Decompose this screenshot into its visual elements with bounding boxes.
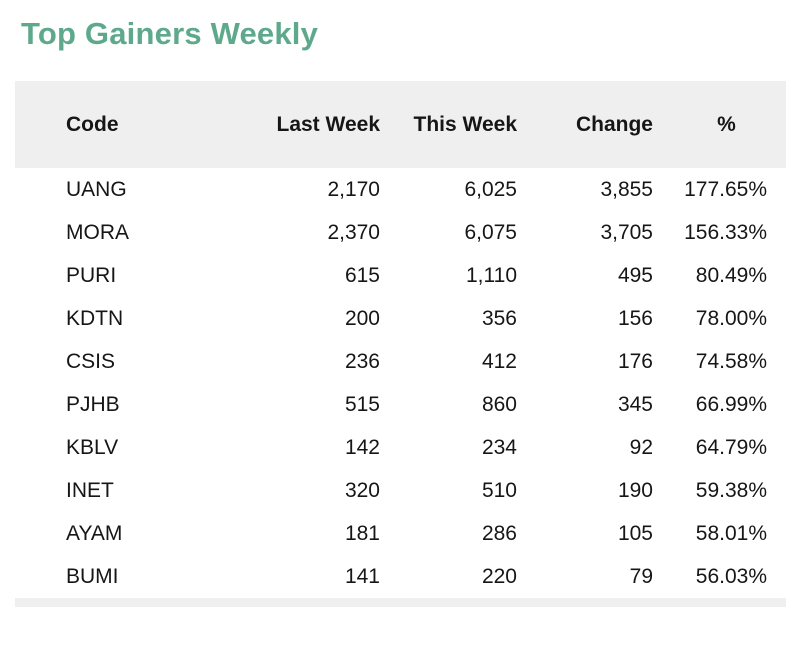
cell-this-week: 6,075 (464, 220, 517, 244)
cell-last-week: 142 (344, 435, 380, 459)
cell-percent: 56.03% (695, 564, 767, 588)
column-header-code: Code (66, 112, 119, 136)
cell-this-week: 356 (481, 306, 517, 330)
table-row: UANG 2,170 6,025 3,855 177.65% (15, 168, 786, 211)
cell-last-week: 2,170 (327, 177, 380, 201)
cell-last-week: 181 (344, 521, 380, 545)
cell-this-week: 510 (481, 478, 517, 502)
cell-change: 3,855 (600, 177, 653, 201)
table-row: AYAM 181 286 105 58.01% (15, 512, 786, 555)
table-row: MORA 2,370 6,075 3,705 156.33% (15, 211, 786, 254)
column-header-last-week: Last Week (276, 112, 381, 136)
cell-change: 105 (617, 521, 653, 545)
cell-this-week: 234 (481, 435, 517, 459)
cell-percent: 64.79% (695, 435, 767, 459)
table-row: CSIS 236 412 176 74.58% (15, 340, 786, 383)
cell-code: INET (66, 478, 114, 502)
page-title: Top Gainers Weekly (21, 16, 319, 51)
cell-percent: 177.65% (684, 177, 767, 201)
table-footer-strip (15, 598, 786, 607)
cell-code: KDTN (66, 306, 124, 330)
cell-change: 92 (629, 435, 653, 459)
cell-last-week: 141 (344, 564, 380, 588)
cell-percent: 66.99% (695, 392, 767, 416)
cell-this-week: 220 (481, 564, 517, 588)
cell-percent: 78.00% (695, 306, 767, 330)
page: Top Gainers Weekly Code Last Week This W… (0, 16, 800, 652)
table-row: KDTN 200 356 156 78.00% (15, 297, 786, 340)
column-header-percent: % (717, 112, 736, 136)
cell-change: 79 (629, 564, 653, 588)
table-row: PURI 615 1,110 495 80.49% (15, 254, 786, 297)
cell-code: CSIS (66, 349, 116, 373)
cell-code: MORA (66, 220, 129, 244)
cell-code: UANG (66, 177, 127, 201)
cell-this-week: 860 (481, 392, 517, 416)
cell-percent: 74.58% (695, 349, 767, 373)
column-header-change: Change (575, 112, 653, 136)
cell-this-week: 6,025 (464, 177, 517, 201)
cell-this-week: 1,110 (466, 263, 517, 287)
cell-code: AYAM (66, 521, 123, 545)
column-header-this-week: This Week (413, 112, 517, 136)
cell-change: 190 (617, 478, 653, 502)
cell-last-week: 2,370 (327, 220, 380, 244)
cell-percent: 59.38% (695, 478, 767, 502)
table-row: PJHB 515 860 345 66.99% (15, 383, 786, 426)
cell-code: PURI (66, 263, 117, 287)
cell-code: BUMI (66, 564, 119, 588)
cell-last-week: 200 (344, 306, 380, 330)
cell-change: 156 (617, 306, 653, 330)
table-row: KBLV 142 234 92 64.79% (15, 426, 786, 469)
cell-last-week: 515 (344, 392, 380, 416)
cell-this-week: 286 (481, 521, 517, 545)
cell-percent: 156.33% (684, 220, 767, 244)
table-row: INET 320 510 190 59.38% (15, 469, 786, 512)
cell-percent: 80.49% (695, 263, 767, 287)
cell-percent: 58.01% (695, 521, 767, 545)
cell-code: KBLV (66, 435, 119, 459)
cell-change: 176 (617, 349, 653, 373)
table-header-row: Code Last Week This Week Change % (15, 81, 786, 168)
cell-change: 3,705 (600, 220, 653, 244)
cell-last-week: 615 (344, 263, 380, 287)
cell-last-week: 236 (344, 349, 380, 373)
cell-code: PJHB (66, 392, 120, 416)
top-gainers-table: Code Last Week This Week Change % UANG 2… (15, 81, 786, 607)
cell-last-week: 320 (344, 478, 380, 502)
cell-change: 495 (617, 263, 653, 287)
cell-change: 345 (617, 392, 653, 416)
table-body: UANG 2,170 6,025 3,855 177.65% MORA 2,37… (15, 168, 786, 598)
cell-this-week: 412 (481, 349, 517, 373)
table-row: BUMI 141 220 79 56.03% (15, 555, 786, 598)
